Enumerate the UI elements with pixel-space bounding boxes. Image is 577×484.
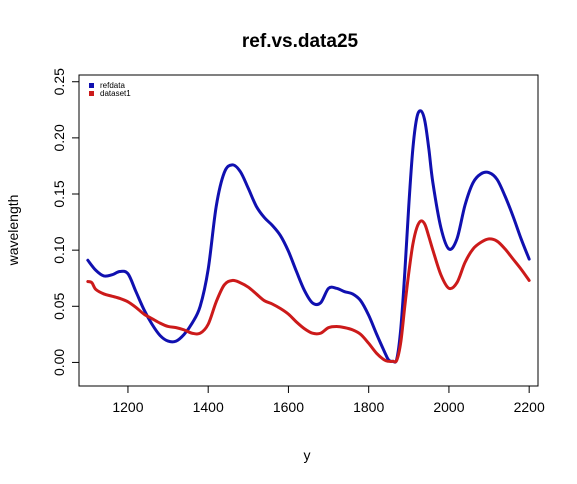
y-tick-label: 0.00 — [51, 349, 67, 376]
x-axis-label: y — [304, 447, 311, 463]
chart-title: ref.vs.data25 — [242, 31, 359, 52]
y-axis-label: wavelength — [5, 195, 21, 267]
x-tick-label: 1800 — [353, 399, 384, 415]
legend-label-dataset1: dataset1 — [100, 89, 131, 98]
y-tick-label: 0.15 — [51, 180, 67, 207]
legend-swatch-refdata — [89, 83, 94, 88]
plot-frame — [78, 74, 539, 387]
y-tick-label: 0.25 — [51, 68, 67, 95]
x-tick-label: 2200 — [514, 399, 545, 415]
series-layer — [86, 109, 531, 364]
x-axis: 1200 1400 1600 1800 2000 2200 — [112, 385, 545, 415]
x-tick-label: 1200 — [112, 399, 143, 415]
y-tick-label: 0.20 — [51, 124, 67, 151]
y-axis: 0.00 0.05 0.10 0.15 0.20 0.25 — [51, 68, 80, 376]
x-tick-label: 2000 — [433, 399, 464, 415]
x-tick-label: 1600 — [273, 399, 304, 415]
series-line-refdata — [86, 109, 531, 364]
legend-swatch-dataset1 — [89, 91, 94, 96]
x-tick-label: 1400 — [193, 399, 224, 415]
y-tick-label: 0.05 — [51, 292, 67, 319]
legend-label-refdata: refdata — [100, 81, 125, 90]
y-tick-label: 0.10 — [51, 236, 67, 263]
series-line-dataset1 — [86, 219, 531, 364]
